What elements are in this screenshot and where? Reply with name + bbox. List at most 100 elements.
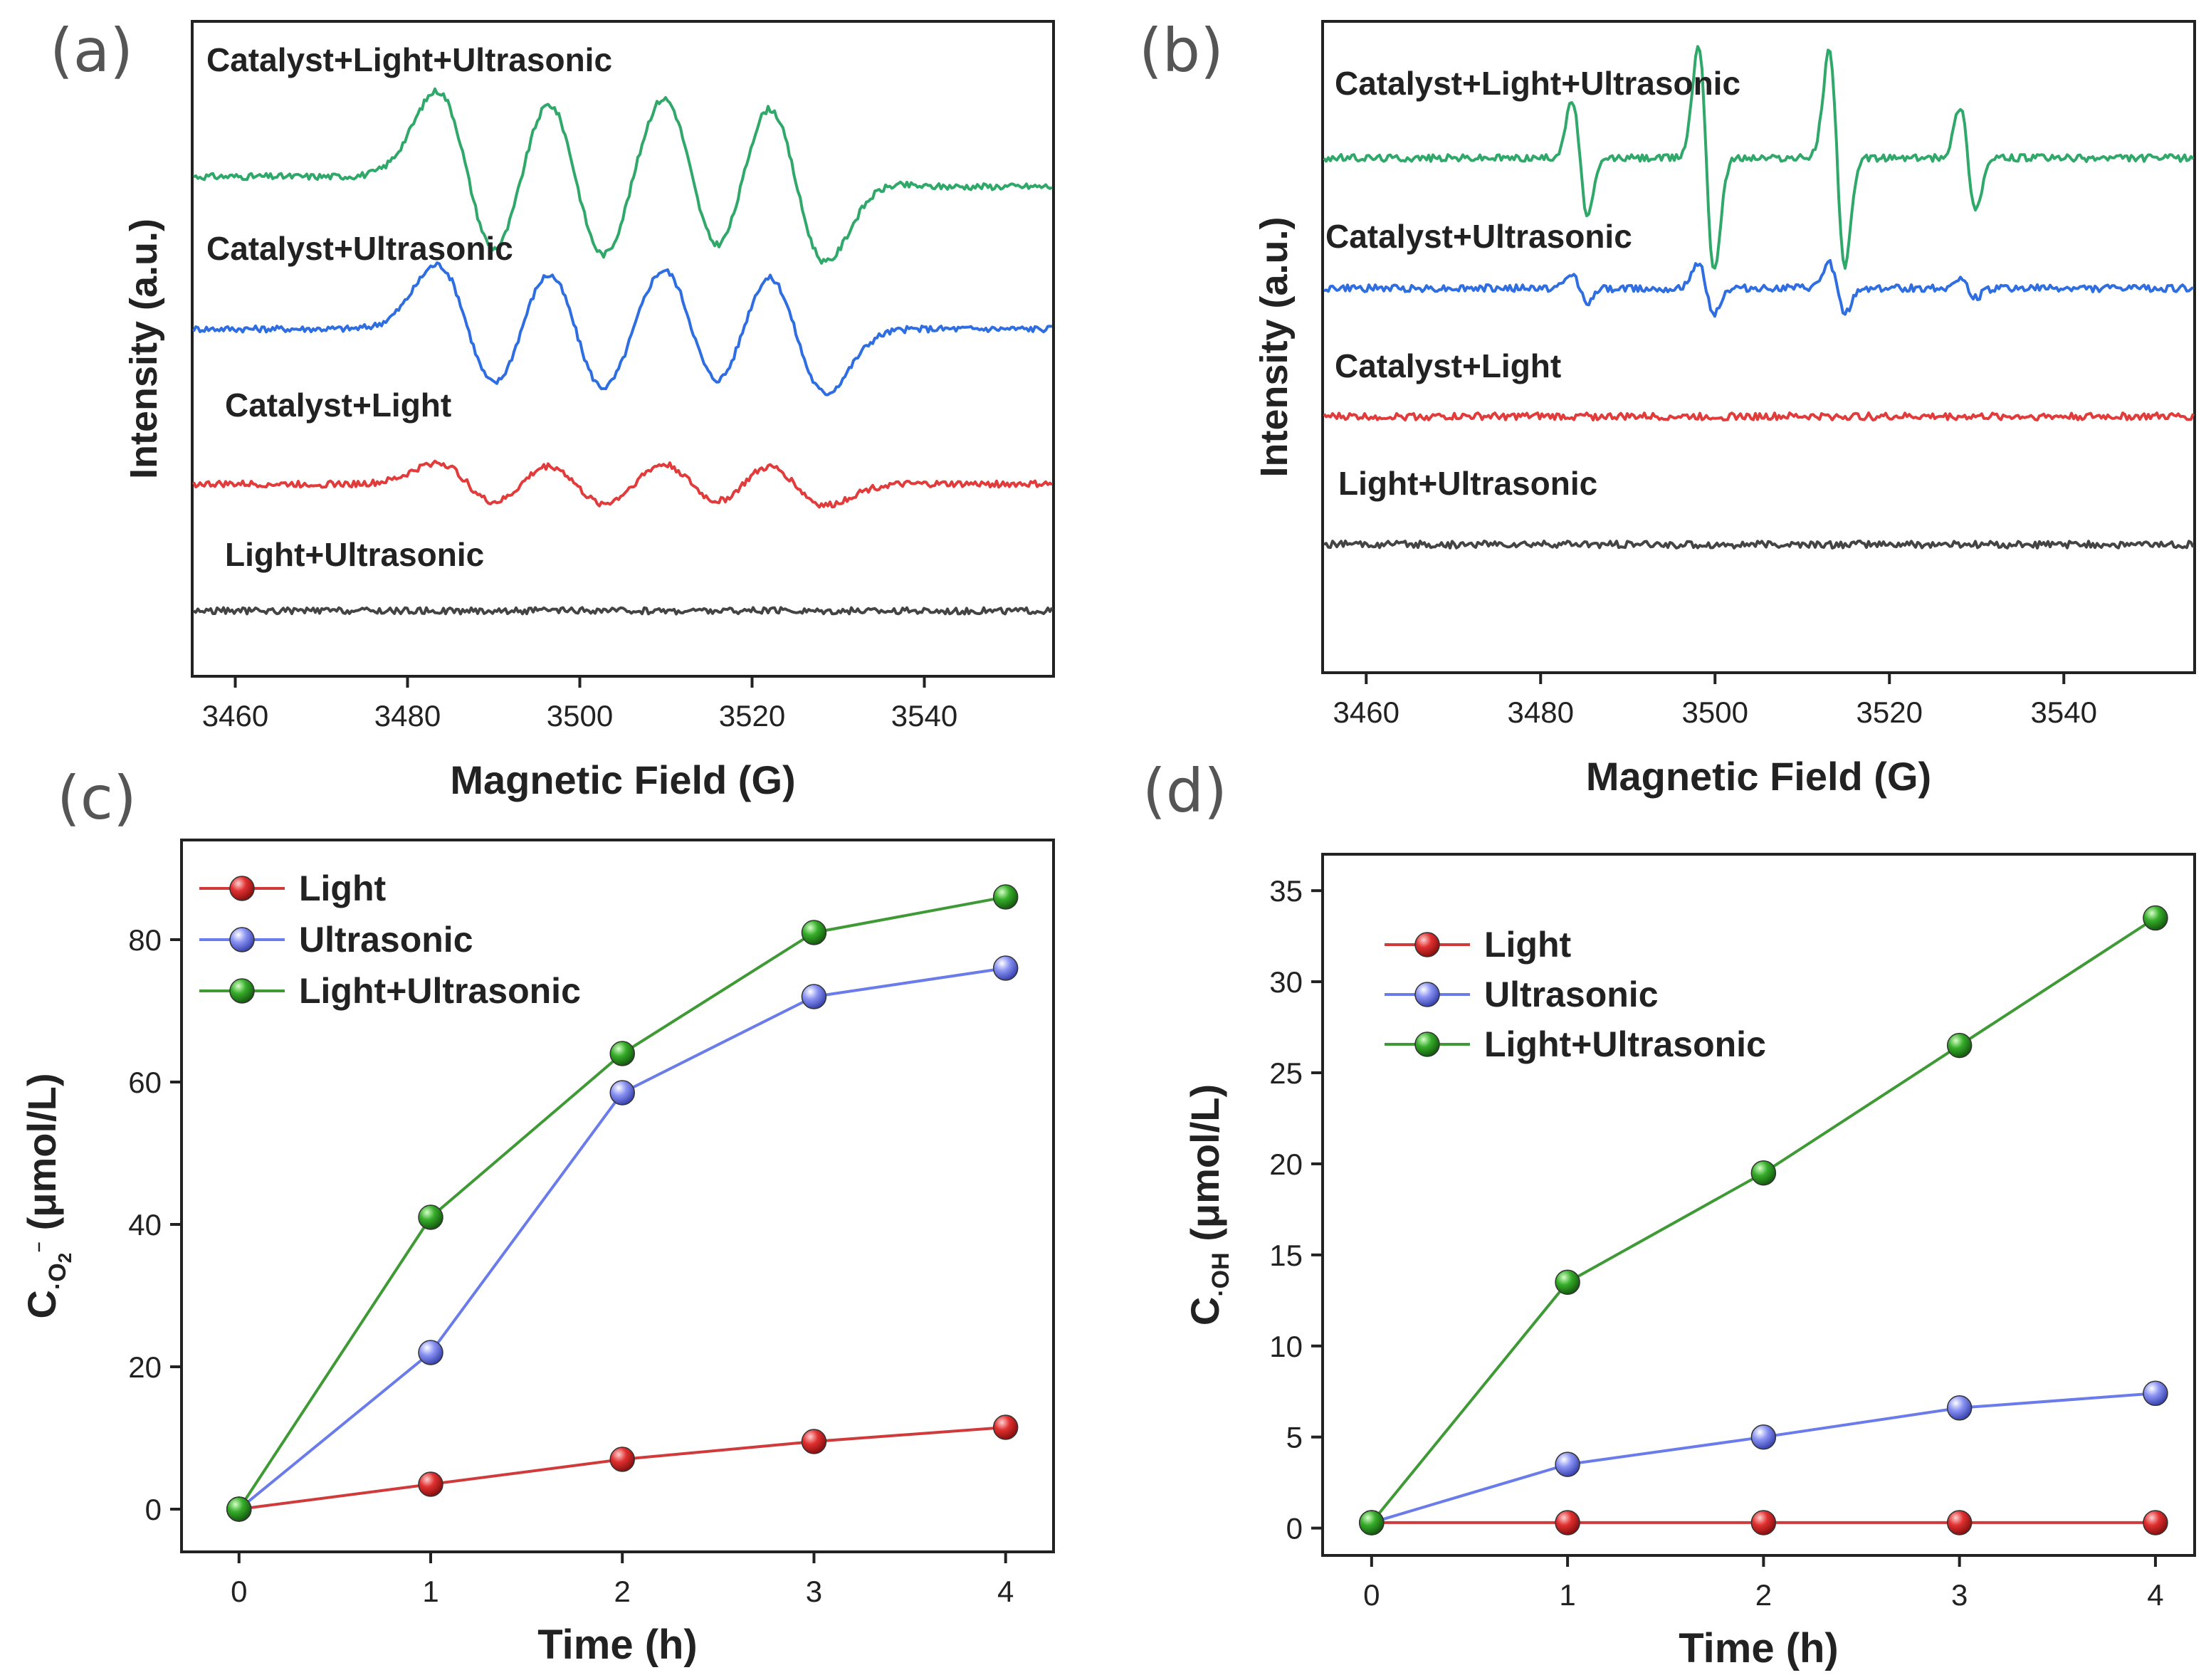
- x-axis-label: Time (h): [537, 1622, 698, 1668]
- data-point-light: [1555, 1510, 1580, 1535]
- data-point-light: [801, 1429, 827, 1454]
- legend-marker-ultrasonic: [1414, 982, 1440, 1007]
- x-tick-label: 3520: [1856, 695, 1923, 729]
- x-tick-label: 3500: [547, 699, 613, 733]
- legend-label-light: Light: [1484, 925, 1572, 965]
- data-point-light-ultrasonic: [1359, 1510, 1385, 1535]
- spectrum-line-catalyst-light: [192, 459, 1054, 509]
- x-tick-label: 1: [422, 1575, 438, 1608]
- x-tick-label: 3480: [374, 699, 441, 733]
- legend-label-light-ultrasonic: Light+Ultrasonic: [299, 971, 581, 1011]
- x-tick-label: 3: [806, 1575, 822, 1608]
- plot-frame: [1321, 853, 2196, 1557]
- legend-marker-light: [1414, 932, 1440, 957]
- y-tick-label: 35: [1269, 874, 1303, 908]
- data-point-light-ultrasonic: [1555, 1269, 1580, 1295]
- data-point-ultrasonic: [418, 1340, 443, 1365]
- y-axis-label: C·OH (μmol/L): [1182, 1084, 1234, 1325]
- spectrum-line-catalyst-light: [1323, 411, 2195, 421]
- spectrum-label-catalyst-light-ultrasonic: Catalyst+Light+Ultrasonic: [206, 41, 612, 78]
- y-tick-label: 0: [1286, 1512, 1303, 1545]
- legend-marker-light: [229, 876, 255, 901]
- spectrum-label-catalyst-ultrasonic: Catalyst+Ultrasonic: [1325, 218, 1632, 255]
- legend-label-ultrasonic: Ultrasonic: [1484, 975, 1659, 1014]
- x-axis-label: Time (h): [1679, 1625, 1839, 1671]
- y-axis-label: C·O2⁻ (μmol/L): [19, 1073, 75, 1319]
- x-tick-label: 3520: [719, 699, 785, 733]
- data-point-light: [609, 1447, 635, 1472]
- data-point-light-ultrasonic: [1750, 1160, 1777, 1186]
- y-tick-label: 30: [1269, 965, 1303, 999]
- x-axis-label: Magnetic Field (G): [1586, 754, 1931, 799]
- x-tick-label: 3460: [1333, 695, 1399, 729]
- data-point-light-ultrasonic: [609, 1041, 635, 1066]
- x-tick-label: 3500: [1682, 695, 1748, 729]
- x-tick-label: 3: [1951, 1578, 1968, 1612]
- data-point-light: [1946, 1510, 1973, 1535]
- y-tick-label: 10: [1269, 1330, 1303, 1363]
- data-point-ultrasonic: [992, 955, 1019, 981]
- y-tick-label: 20: [128, 1350, 162, 1384]
- data-point-ultrasonic: [609, 1080, 635, 1106]
- spectrum-line-catalyst-light-ultrasonic: [1323, 45, 2195, 270]
- legend-marker-ultrasonic: [229, 927, 255, 952]
- legend-marker-light-ultrasonic: [229, 978, 255, 1004]
- spectrum-label-light-ultrasonic: Light+Ultrasonic: [1338, 465, 1597, 502]
- data-point-ultrasonic: [1750, 1424, 1777, 1450]
- spectrum-line-catalyst-ultrasonic: [1323, 258, 2195, 318]
- data-point-light-ultrasonic: [992, 884, 1019, 910]
- x-axis-label: Magnetic Field (G): [450, 757, 795, 802]
- spectrum-line-light-ultrasonic: [192, 606, 1054, 616]
- legend-label-light-ultrasonic: Light+Ultrasonic: [1484, 1024, 1766, 1064]
- x-tick-label: 3480: [1508, 695, 1574, 729]
- data-point-light: [992, 1414, 1019, 1440]
- spectrum-line-catalyst-light-ultrasonic: [193, 87, 1053, 265]
- panel-b-epr-spectra: 3460 3480 3500 3520 3540 Magnetic Field (G) In…: [1253, 20, 2196, 799]
- x-tick-label: 1: [1559, 1578, 1575, 1612]
- y-tick-label: 0: [145, 1493, 162, 1526]
- x-tick-label: 2: [1755, 1578, 1772, 1612]
- panel-c-letter: (c): [57, 763, 137, 833]
- legend-label-light: Light: [299, 868, 387, 908]
- panel-a-letter: (a): [50, 16, 133, 85]
- data-point-light: [418, 1471, 443, 1497]
- data-point-ultrasonic: [1555, 1451, 1580, 1477]
- data-point-light-ultrasonic: [226, 1496, 252, 1522]
- x-tick-label: 4: [997, 1575, 1014, 1608]
- legend-marker-light-ultrasonic: [1414, 1031, 1440, 1057]
- data-point-ultrasonic: [1946, 1395, 1973, 1421]
- data-point-light-ultrasonic: [418, 1204, 443, 1230]
- spectrum-label-catalyst-light: Catalyst+Light: [225, 387, 451, 424]
- panel-d-hydroxyl-concentration-chart: 0 1 2 3 4 0 5 10 15 20 25 30 35 Time (h) C·OH (μmol/L)…: [1182, 853, 2196, 1671]
- panel-a-epr-spectra: 3460 3480 3500 3520 3540 Magnetic Field (G) In…: [122, 20, 1055, 802]
- spectrum-label-light-ultrasonic: Light+Ultrasonic: [225, 536, 484, 573]
- data-point-light-ultrasonic: [1946, 1032, 1973, 1059]
- plot-frame: [180, 839, 1055, 1553]
- spectrum-line-light-ultrasonic: [1323, 540, 2195, 550]
- y-tick-label: 40: [128, 1208, 162, 1241]
- data-point-light-ultrasonic: [801, 920, 827, 945]
- y-tick-label: 20: [1269, 1148, 1303, 1181]
- x-tick-label: 2: [614, 1575, 631, 1608]
- y-tick-label: 60: [128, 1066, 162, 1099]
- legend-label-ultrasonic: Ultrasonic: [299, 920, 473, 960]
- y-tick-label: 5: [1286, 1421, 1303, 1454]
- data-point-light-ultrasonic: [2143, 905, 2168, 931]
- data-point-light: [1750, 1510, 1777, 1535]
- series-line-ultrasonic: [1371, 1392, 2156, 1524]
- x-tick-label: 3540: [2031, 695, 2097, 729]
- data-point-ultrasonic: [801, 984, 827, 1009]
- x-tick-label: 0: [1363, 1578, 1380, 1612]
- panel-d-letter: (d): [1143, 756, 1227, 826]
- x-tick-label: 3540: [891, 699, 957, 733]
- plot-frame: [191, 20, 1055, 678]
- spectrum-label-catalyst-light: Catalyst+Light: [1335, 347, 1561, 384]
- panel-b-letter: (b): [1139, 16, 1224, 85]
- x-tick-label: 4: [2147, 1578, 2163, 1612]
- data-point-light: [2143, 1510, 2168, 1535]
- spectrum-label-catalyst-ultrasonic: Catalyst+Ultrasonic: [206, 230, 513, 267]
- data-point-ultrasonic: [2143, 1380, 2168, 1407]
- y-tick-label: 80: [128, 923, 162, 957]
